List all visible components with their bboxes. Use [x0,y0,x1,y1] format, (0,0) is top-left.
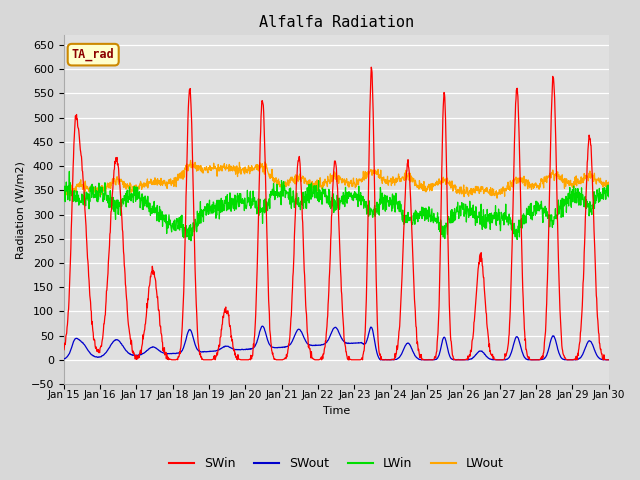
Title: Alfalfa Radiation: Alfalfa Radiation [259,15,414,30]
X-axis label: Time: Time [323,406,350,416]
Legend: SWin, SWout, LWin, LWout: SWin, SWout, LWin, LWout [164,452,509,475]
Y-axis label: Radiation (W/m2): Radiation (W/m2) [15,161,25,259]
Text: TA_rad: TA_rad [72,48,115,61]
